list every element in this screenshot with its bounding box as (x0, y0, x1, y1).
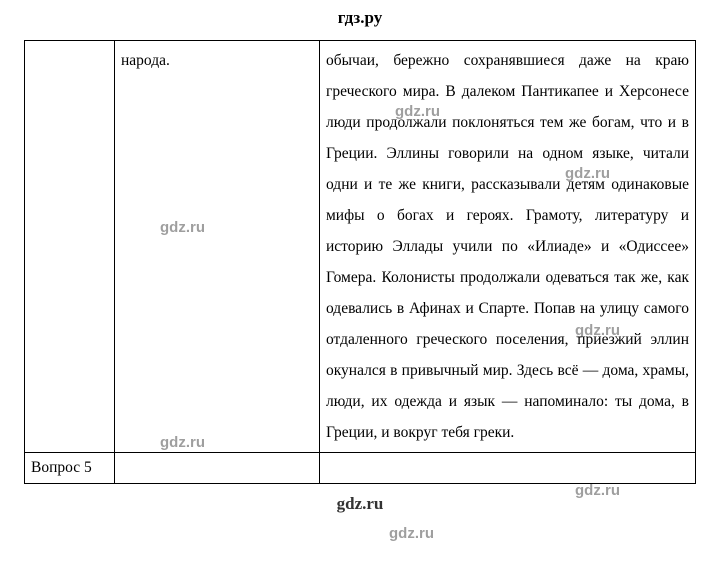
table-row: Вопрос 5 (25, 453, 696, 484)
page-header: гдз.ру (0, 0, 720, 40)
table-container: народа. обычаи, бережно сохранявшиеся да… (0, 40, 720, 484)
cell-middle: народа. (115, 41, 320, 453)
footer-title: gdz.ru (337, 494, 384, 513)
page-footer: gdz.ru (0, 484, 720, 514)
watermark-text: gdz.ru (389, 525, 434, 542)
table-row: народа. обычаи, бережно сохранявшиеся да… (25, 41, 696, 453)
cell-main-text: обычаи, бережно сохранявшиеся даже на кр… (320, 41, 696, 453)
content-table: народа. обычаи, бережно сохранявшиеся да… (24, 40, 696, 484)
header-title: гдз.ру (338, 8, 383, 27)
cell-empty (320, 453, 696, 484)
cell-empty (115, 453, 320, 484)
cell-question-empty (25, 41, 115, 453)
cell-question-number: Вопрос 5 (25, 453, 115, 484)
